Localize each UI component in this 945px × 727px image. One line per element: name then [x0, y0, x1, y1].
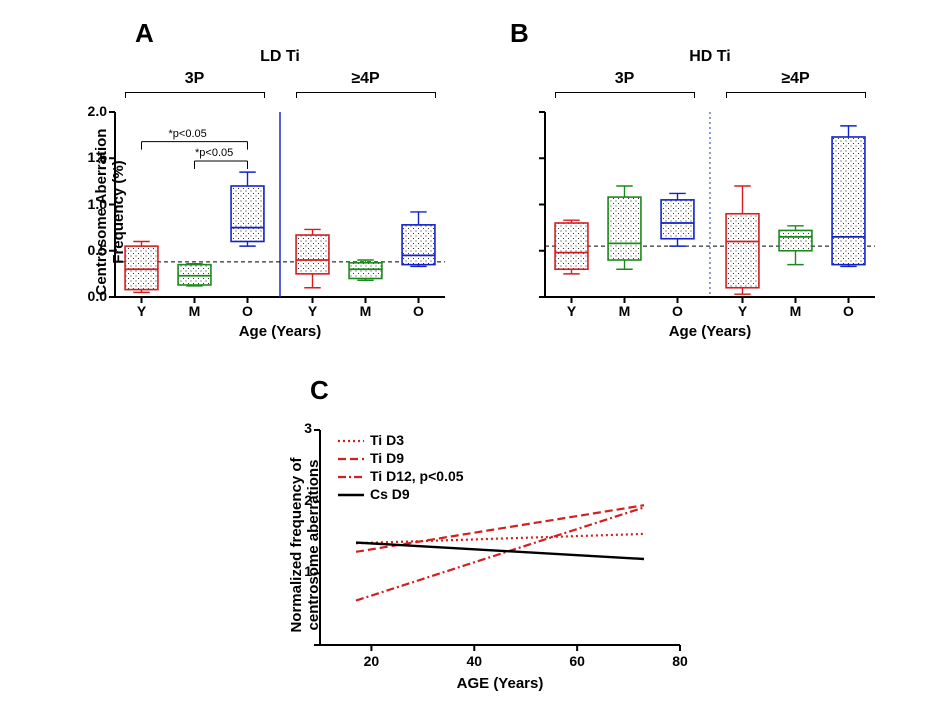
panel-c-xtick: 80 — [666, 653, 694, 669]
panel-c-xtick: 60 — [563, 653, 591, 669]
panel-c-xtick: 40 — [460, 653, 488, 669]
legend-item: Ti D12, p<0.05 — [370, 468, 464, 484]
panel-c-xlabel: AGE (Years) — [320, 675, 680, 692]
legend-item: Cs D9 — [370, 486, 410, 502]
legend-item: Ti D9 — [370, 450, 404, 466]
panel-c-svg — [0, 0, 945, 727]
panel-c-ytick: 3 — [294, 420, 312, 436]
legend-item: Ti D3 — [370, 432, 404, 448]
panel-c-ylabel: Normalized frequency ofcentrosome aberra… — [288, 440, 322, 650]
panel-c-xtick: 20 — [357, 653, 385, 669]
